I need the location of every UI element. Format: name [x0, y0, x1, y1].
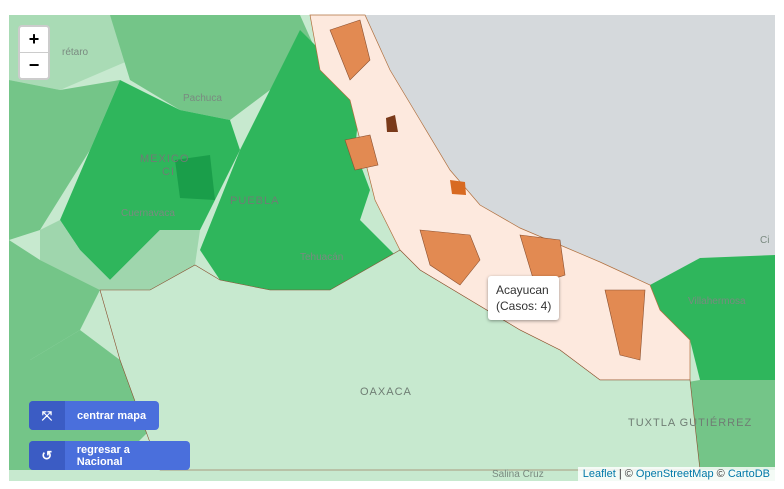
state	[175, 155, 215, 200]
municipality	[386, 115, 398, 132]
gulf	[330, 15, 775, 285]
tooltip: Acayucan (Casos: 4)	[488, 276, 560, 320]
place-label: rétaro	[62, 47, 89, 58]
state	[110, 15, 320, 120]
zoom-out[interactable]: −	[20, 52, 48, 78]
tooltip-text: (Casos: 4)	[496, 299, 552, 313]
municipality	[344, 134, 379, 171]
place-label: Ci	[760, 235, 769, 246]
national-button[interactable]: ↺ regresar a Nacional	[29, 441, 190, 470]
place-label: MEXICO	[140, 153, 189, 165]
zoom-control: + −	[18, 25, 50, 80]
center-button[interactable]: ⤧ centrar mapa	[29, 401, 159, 430]
state	[9, 240, 100, 360]
place-label: Cuernavaca	[121, 208, 175, 219]
state	[650, 255, 775, 380]
link[interactable]: CartoDB	[727, 468, 770, 480]
municipality	[604, 289, 646, 361]
attribution: Leaflet | © OpenStreetMap © CartoDB	[577, 467, 775, 481]
place-label: Salina Cruz	[492, 469, 544, 480]
state	[9, 80, 120, 240]
place-label: Tehuacán	[300, 252, 343, 263]
tooltip-title: Acayucan	[496, 283, 549, 297]
icon: ↺	[29, 441, 65, 470]
state	[40, 220, 200, 290]
municipality	[519, 234, 566, 286]
separator: |	[618, 468, 622, 480]
place-label: Villahermosa	[688, 296, 746, 307]
button-label: regresar a Nacional	[76, 443, 130, 468]
municipality	[419, 229, 481, 286]
oaxaca	[99, 249, 701, 471]
veracruz	[309, 14, 691, 381]
place-label: TUXTLA GUTIÉRREZ	[628, 416, 752, 429]
icon: ⤧	[29, 401, 65, 430]
link[interactable]: OpenStreetMap	[635, 468, 714, 480]
place-label: OAXACA	[360, 386, 412, 398]
copyright: ©	[716, 468, 725, 480]
place-label: PUEBLA	[230, 195, 279, 207]
button-label: centrar mapa	[77, 409, 147, 422]
municipality	[329, 19, 371, 81]
zoom-in[interactable]: +	[28, 29, 40, 49]
link[interactable]: Leaflet	[582, 468, 616, 480]
municipality	[450, 180, 466, 195]
bottom-edge	[9, 481, 775, 489]
place-label: CI	[162, 166, 175, 178]
copyright: ©	[624, 468, 633, 480]
state	[9, 330, 150, 470]
place-label: Pachuca	[183, 93, 222, 104]
